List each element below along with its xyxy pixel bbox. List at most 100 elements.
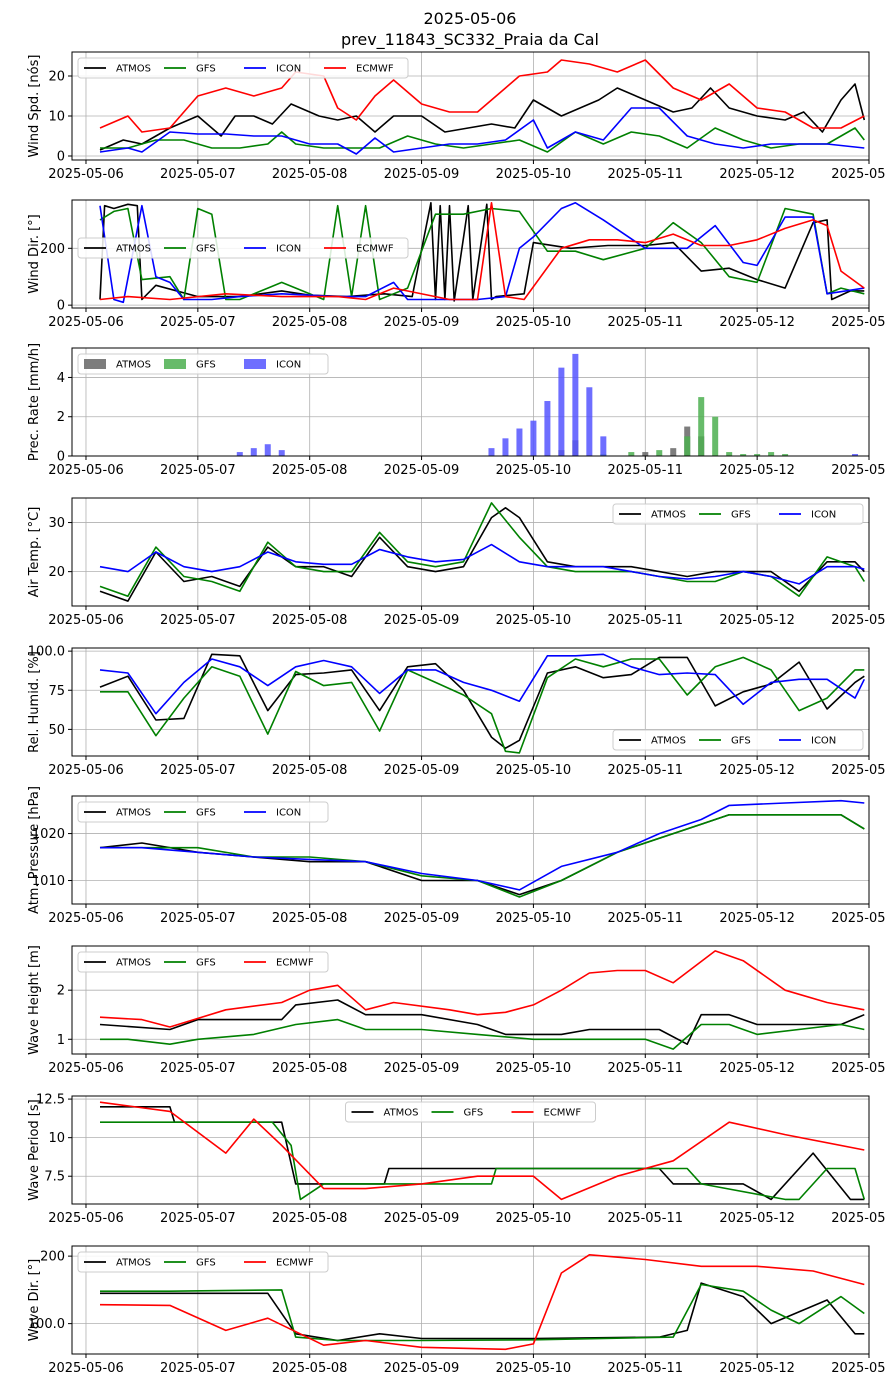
precip-bar	[502, 438, 509, 456]
legend-label: GFS	[196, 360, 216, 371]
x-tick-label: 2025-05-12	[719, 1361, 795, 1376]
x-tick-label: 2025-05-11	[607, 167, 683, 182]
chart-panel: 2025-05-06 2025-05-07 2025-05-08 2025-05-09…	[27, 199, 886, 330]
x-tick-label: 2025-05-12	[719, 911, 795, 926]
series-line-ecmwf	[99, 950, 865, 1028]
legend-label: ECMWF	[276, 1258, 314, 1269]
x-tick-label: 2025-05-10	[496, 613, 572, 628]
series-line-atmos	[99, 83, 866, 151]
legend-label: ATMOS	[116, 958, 151, 969]
legend-label: ATMOS	[116, 1258, 151, 1269]
precip-bar	[740, 454, 747, 456]
series-line-icon	[99, 107, 865, 155]
chart-panel: 2025-05-06 2025-05-07 2025-05-08 2025-05-09…	[27, 1245, 886, 1376]
x-tick-label: 2025-05-06	[48, 167, 124, 182]
y-tick-label: 2	[57, 410, 65, 425]
precip-bar	[712, 416, 719, 456]
figure-title: 2025-05-06	[424, 9, 517, 28]
x-tick-label: 2025-05-12	[719, 1061, 795, 1076]
x-tick-label: 2025-05-10	[496, 315, 572, 330]
legend-label: ATMOS	[116, 360, 151, 371]
y-tick-label: 1010	[32, 874, 65, 889]
series-line-icon	[99, 543, 865, 585]
legend-label: ECMWF	[544, 1108, 582, 1119]
series-line-gfs	[100, 656, 865, 754]
x-tick-label: 2025-05-11	[607, 763, 683, 778]
precip-bar	[544, 401, 551, 456]
precip-bar	[236, 452, 243, 456]
y-tick-label: 20	[48, 565, 65, 580]
legend-label: ECMWF	[276, 958, 314, 969]
x-tick-label: 2025-05-06	[48, 463, 124, 478]
x-tick-label: 2025-05-13	[831, 315, 886, 330]
x-tick-label: 2025-05-13	[831, 1361, 886, 1376]
y-tick-label: 1	[57, 1033, 65, 1048]
y-tick-label: 30	[48, 516, 65, 531]
precip-bar	[642, 452, 649, 456]
x-tick-label: 2025-05-09	[384, 1061, 460, 1076]
x-tick-label: 2025-05-13	[831, 463, 886, 478]
precip-bar	[278, 450, 285, 456]
plot-frame	[71, 199, 870, 309]
x-tick-label: 2025-05-13	[831, 1211, 886, 1226]
x-tick-label: 2025-05-08	[272, 1361, 348, 1376]
x-tick-label: 2025-05-11	[607, 1061, 683, 1076]
x-tick-label: 2025-05-10	[496, 1061, 572, 1076]
x-tick-label: 2025-05-12	[719, 463, 795, 478]
legend: ATMOS GFS ICON	[612, 729, 864, 751]
y-axis-label: Atm. Pressure [hPa]	[27, 786, 42, 914]
x-tick-label: 2025-05-09	[384, 1361, 460, 1376]
legend: ATMOS GFS ECMWF	[77, 1251, 329, 1273]
precip-bar	[684, 436, 691, 456]
x-tick-label: 2025-05-08	[272, 763, 348, 778]
x-tick-label: 2025-05-10	[496, 911, 572, 926]
chart-panel: 2025-05-06 2025-05-07 2025-05-08 2025-05-09…	[27, 945, 886, 1076]
legend-swatch	[164, 359, 186, 369]
legend: ATMOS GFS ICON	[77, 801, 329, 823]
x-tick-label: 2025-05-11	[607, 315, 683, 330]
precip-bar	[572, 353, 579, 456]
y-tick-label: 0	[57, 450, 65, 465]
series-line-gfs	[100, 1018, 865, 1050]
legend-label: GFS	[196, 1258, 216, 1269]
panels: 2025-05-06 2025-05-07 2025-05-08 2025-05-09…	[27, 51, 886, 1376]
legend-label: ICON	[276, 244, 301, 255]
y-axis-label: Prec. Rate [mm/h]	[27, 343, 42, 461]
x-tick-label: 2025-05-10	[496, 167, 572, 182]
y-tick-label: 200	[40, 1250, 65, 1265]
legend: ATMOS GFS ICON	[77, 353, 329, 375]
precip-bar	[558, 367, 565, 456]
plot-frame	[71, 51, 870, 161]
x-tick-label: 2025-05-10	[496, 1361, 572, 1376]
legend-label: GFS	[196, 64, 216, 75]
legend-label: ATMOS	[116, 244, 151, 255]
legend-box	[77, 57, 409, 79]
chart-panel: 2025-05-06 2025-05-07 2025-05-08 2025-05-09…	[27, 645, 886, 778]
precip-bar	[530, 420, 537, 456]
series-line-icon	[99, 653, 866, 715]
x-tick-label: 2025-05-06	[48, 613, 124, 628]
y-tick-label: 200	[40, 242, 65, 257]
legend-label: ICON	[276, 808, 301, 819]
series-line-icon	[100, 799, 865, 891]
legend-label: GFS	[196, 808, 216, 819]
y-axis-label: Wave Period [s]	[27, 1099, 42, 1200]
x-tick-label: 2025-05-09	[384, 911, 460, 926]
series-line-ecmwf	[99, 202, 865, 301]
legend-label: GFS	[196, 958, 216, 969]
x-tick-label: 2025-05-09	[384, 315, 460, 330]
x-tick-label: 2025-05-07	[160, 1061, 236, 1076]
legend-swatch	[244, 359, 266, 369]
chart-panel: 2025-05-06 2025-05-07 2025-05-08 2025-05-09…	[27, 1093, 886, 1226]
x-tick-label: 2025-05-09	[384, 463, 460, 478]
x-tick-label: 2025-05-08	[272, 167, 348, 182]
series-line-gfs	[100, 813, 865, 898]
x-tick-label: 2025-05-06	[48, 1061, 124, 1076]
legend-box	[77, 237, 409, 259]
y-tick-label: 50	[48, 723, 65, 738]
precip-bar	[768, 452, 775, 456]
precip-bar	[600, 436, 607, 456]
legend-label: ECMWF	[356, 64, 394, 75]
y-tick-label: 10	[48, 110, 65, 125]
